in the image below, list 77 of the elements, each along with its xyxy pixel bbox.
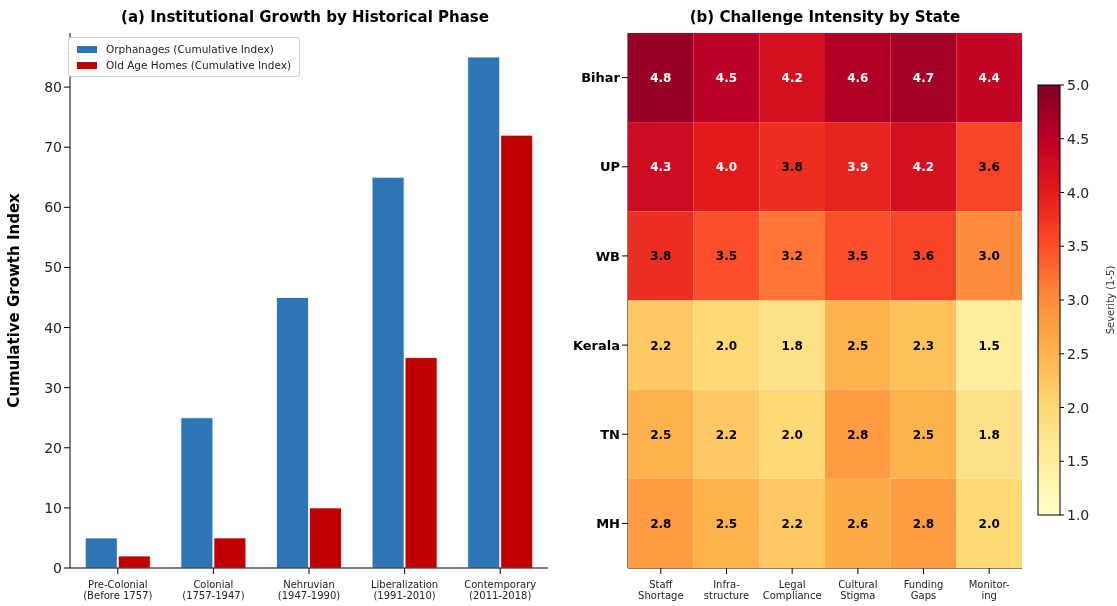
y-tick-label: 20: [44, 439, 62, 456]
data-label: 2.6: [847, 516, 869, 531]
x-tick-label: Nehruvian (1947-1990): [277, 579, 341, 601]
data-label: 2.5: [650, 427, 672, 442]
data-label: 2.5: [847, 338, 869, 353]
y-tick-label: 80: [44, 79, 62, 96]
data-label: 2.2: [715, 427, 738, 442]
data-label: 1.8: [978, 427, 1000, 442]
legend-label: Orphanages (Cumulative Index): [106, 42, 274, 57]
y-tick-label: 70: [44, 139, 62, 156]
data-label: 2.0: [715, 338, 738, 353]
x-tick-label: Staff Shortage: [638, 579, 684, 601]
data-label: 2.8: [650, 516, 672, 531]
data-label: 2.8: [847, 427, 869, 442]
data-label: 4.0: [715, 160, 738, 175]
data-label: 3.8: [781, 160, 803, 175]
data-label: 3.6: [978, 160, 1000, 175]
data-label: 4.4: [978, 71, 1000, 86]
y-tick-label: 10: [44, 499, 62, 516]
data-label: 4.2: [912, 160, 935, 175]
y-tick-label: 50: [44, 259, 62, 276]
y-tick-label: 0: [53, 559, 62, 576]
y-tick-label: MH: [596, 516, 620, 532]
data-label: 3.2: [781, 249, 803, 264]
y-tick-label: WB: [595, 248, 620, 264]
y-tick-label: 40: [44, 319, 62, 336]
data-label: 4.6: [847, 71, 869, 86]
y-tick-label: UP: [599, 159, 620, 175]
x-tick-label: Contemporary (2011-2018): [464, 579, 537, 601]
color-bar-label: 5.0: [1067, 77, 1090, 93]
data-label: 4.2: [781, 71, 803, 86]
y-tick-label: Bihar: [581, 70, 621, 86]
color-bar-label: 3.0: [1067, 292, 1090, 308]
x-tick-label: Colonial (1757-1947): [182, 579, 245, 601]
x-tick-label: Legal Compliance: [762, 579, 822, 601]
color-bar-label: 2.5: [1067, 345, 1090, 362]
data-label: 4.3: [650, 160, 672, 175]
y-tick-label: Kerala: [572, 337, 620, 353]
y-tick-label: 60: [44, 199, 62, 216]
data-label: 3.8: [650, 249, 672, 264]
data-label: 3.5: [847, 249, 869, 264]
chart-title: (a) Institutional Growth by Historical Phase: [120, 8, 490, 26]
data-label: 4.7: [912, 71, 935, 86]
data-label: 3.0: [978, 249, 1000, 264]
x-tick-label: Liberalization (1991-2010): [371, 579, 439, 601]
color-bar-label: 2.0: [1067, 399, 1090, 416]
data-label: 2.2: [650, 338, 672, 353]
data-label: 2.5: [912, 427, 935, 442]
data-label: 3.6: [912, 249, 935, 264]
x-tick-label: Funding Gaps: [903, 579, 944, 601]
data-label: 3.5: [715, 249, 738, 264]
x-tick-label: Infra- structure: [703, 579, 750, 601]
data-label: 4.5: [715, 71, 738, 86]
data-label: 3.9: [847, 160, 869, 175]
y-axis-title: Cumulative Growth Index: [5, 192, 24, 408]
data-label: 2.3: [912, 338, 935, 353]
color-bar-label: 1.5: [1067, 453, 1090, 470]
x-tick-label: Pre-Colonial (Before 1757): [83, 579, 153, 601]
data-label: 2.8: [912, 516, 935, 531]
y-tick-label: TN: [600, 426, 620, 442]
color-bar-label: 1.0: [1067, 507, 1090, 523]
data-label: 4.8: [650, 71, 672, 86]
color-bar-label: 4.0: [1067, 184, 1090, 201]
data-label: 1.8: [781, 338, 803, 353]
chart-title: (b) Challenge Intensity by State: [688, 8, 962, 26]
color-bar-label: 3.5: [1067, 238, 1090, 255]
color-bar-label: 4.5: [1067, 130, 1090, 147]
data-label: 2.0: [978, 516, 1000, 531]
y-tick-label: 30: [44, 379, 62, 396]
data-label: 2.5: [715, 516, 738, 531]
x-tick-label: Monitor- ing: [968, 579, 1011, 601]
color-bar-title: Severity (1-5): [1105, 265, 1116, 335]
data-label: 2.0: [781, 427, 803, 442]
legend-label: Old Age Homes (Cumulative Index): [106, 58, 292, 73]
x-tick-label: Cultural Stigma: [838, 579, 878, 601]
data-label: 2.2: [781, 516, 803, 531]
data-label: 1.5: [978, 338, 1000, 353]
